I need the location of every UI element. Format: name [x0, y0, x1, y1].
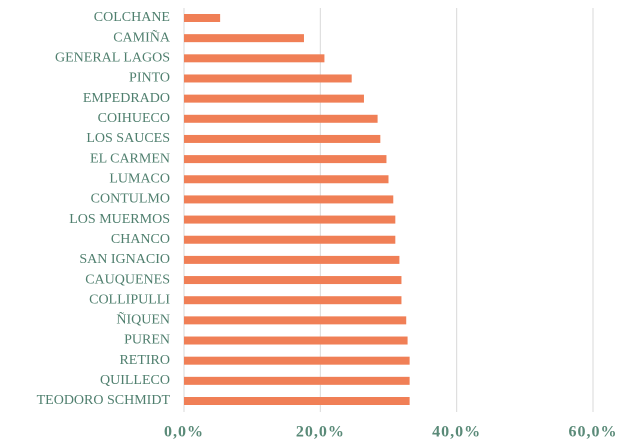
bar — [184, 195, 394, 204]
y-tick-label: EL CARMEN — [90, 151, 170, 166]
bar — [184, 74, 352, 83]
y-tick-label: PINTO — [129, 71, 170, 86]
y-tick-label: CONTULMO — [91, 192, 170, 207]
x-tick-label: 0,0% — [164, 424, 204, 441]
y-tick-label: LOS MUERMOS — [69, 212, 170, 227]
y-tick-label: COLLIPULLI — [89, 292, 170, 307]
y-tick-label: CHANCO — [111, 232, 170, 247]
bar — [184, 316, 407, 325]
bar — [184, 276, 402, 285]
y-tick-label: CAUQUENES — [85, 272, 170, 287]
y-tick-label: COIHUECO — [98, 111, 170, 126]
y-tick-label: LOS SAUCES — [86, 131, 170, 146]
y-tick-label: SAN IGNACIO — [79, 252, 170, 267]
bar — [184, 215, 396, 224]
x-tick-label: 20,0% — [296, 424, 345, 441]
bar — [184, 54, 325, 63]
bar — [184, 397, 410, 405]
y-tick-label: ÑIQUEN — [116, 312, 170, 328]
bar — [184, 255, 400, 264]
bar — [184, 175, 389, 184]
bar — [184, 336, 408, 345]
x-tick-label: 40,0% — [432, 424, 481, 441]
bar — [184, 376, 410, 385]
y-tick-label: PUREN — [124, 333, 170, 348]
bar — [184, 235, 396, 244]
y-tick-label: COLCHANE — [94, 10, 170, 25]
y-tick-label: LUMACO — [109, 171, 170, 186]
bar — [184, 34, 304, 43]
bar — [184, 296, 402, 305]
bar — [184, 356, 410, 365]
x-tick-label: 60,0% — [569, 424, 618, 441]
y-tick-label: EMPEDRADO — [83, 91, 170, 106]
bar — [184, 134, 381, 143]
y-tick-label: GENERAL LAGOS — [55, 51, 170, 66]
y-tick-label: CAMIÑA — [113, 29, 171, 45]
bar — [184, 94, 364, 103]
bar — [184, 14, 221, 22]
bar — [184, 155, 387, 164]
y-tick-label: RETIRO — [119, 353, 170, 368]
bar — [184, 114, 378, 123]
y-tick-label: QUILLECO — [100, 373, 170, 388]
y-tick-label: TEODORO SCHMIDT — [37, 393, 171, 408]
